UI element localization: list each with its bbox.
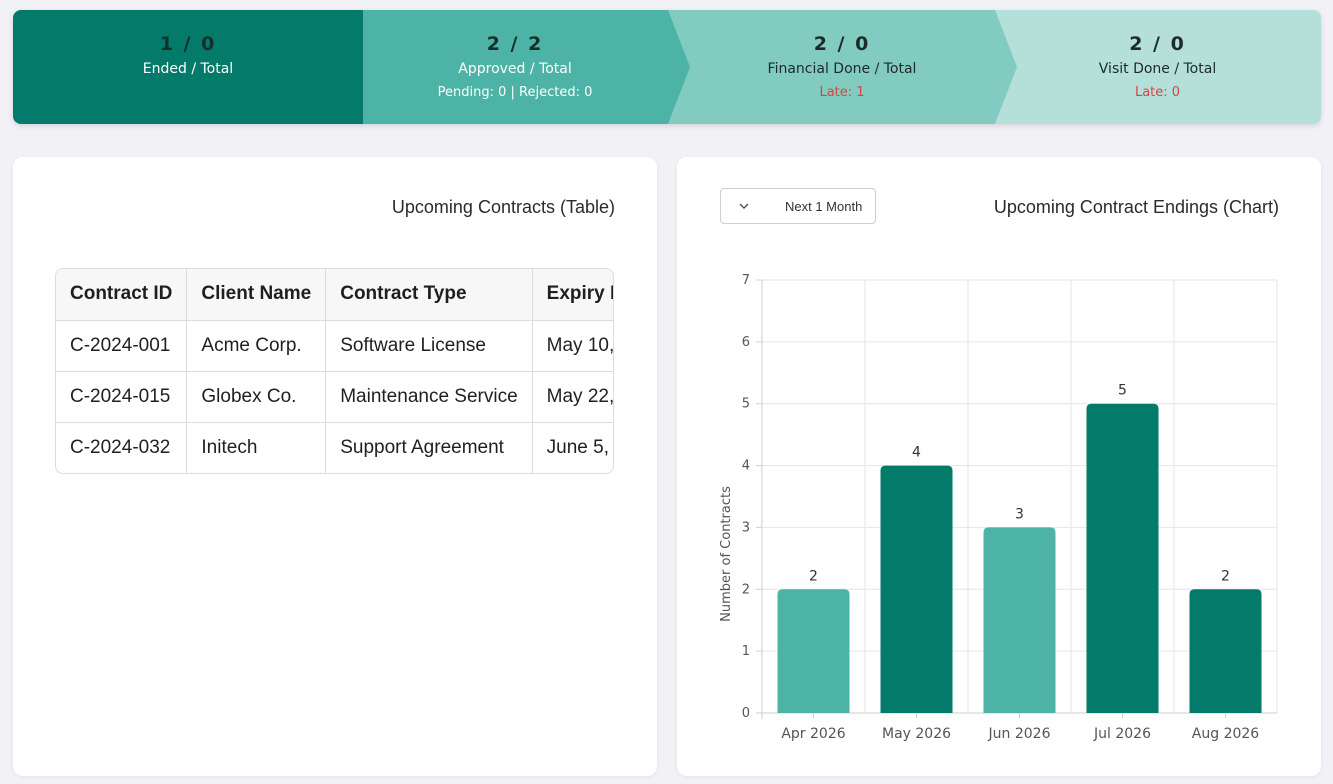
- contracts-table: Contract ID Client Name Contract Type Ex…: [55, 268, 614, 474]
- y-tick-label: 2: [742, 582, 750, 597]
- cell-contract-type: Software License: [325, 320, 533, 372]
- card-title: Upcoming Contracts (Table): [391, 197, 615, 217]
- cell-client-name: Globex Co.: [186, 371, 327, 423]
- cell-contract-type: Support Agreement: [325, 422, 533, 473]
- step-label: Approved / Total: [458, 61, 572, 77]
- step-count: 2 / 0: [813, 33, 871, 55]
- x-tick-label: May 2026: [882, 726, 951, 742]
- x-tick-label: Aug 2026: [1192, 726, 1260, 742]
- bar-data-label: 5: [1118, 383, 1127, 399]
- bar: [1189, 589, 1262, 713]
- table-row[interactable]: C-2024-001 Acme Corp. Software License M…: [56, 320, 613, 372]
- table-header-row: Contract ID Client Name Contract Type Ex…: [56, 269, 613, 321]
- contract-endings-chart-card: Next 1 Month Upcoming Contract Endings (…: [677, 157, 1321, 776]
- upcoming-contracts-table-card: Upcoming Contracts (Table) Contract ID C…: [13, 157, 657, 776]
- bar: [983, 527, 1056, 713]
- cell-expiry-date: June 5, 2026: [546, 436, 613, 458]
- bar-data-label: 4: [912, 445, 921, 461]
- step-visit[interactable]: 2 / 0 Visit Done / Total Late: 0: [994, 10, 1321, 124]
- bar-data-label: 2: [809, 568, 818, 584]
- cell-contract-id: C-2024-032: [56, 422, 188, 473]
- cell-contract-id: C-2024-001: [56, 320, 188, 372]
- column-header-expiry-date[interactable]: Expiry Date: [532, 269, 613, 321]
- step-financial[interactable]: 2 / 0 Financial Done / Total Late: 1: [667, 10, 1017, 124]
- cell-expiry-date: May 10, 2026: [532, 320, 613, 372]
- cell-expiry-date: May 22, 2026: [532, 371, 613, 423]
- range-select-value: Next 1 Month: [785, 198, 863, 214]
- x-tick-label: Apr 2026: [781, 726, 845, 742]
- bar-data-label: 3: [1015, 506, 1024, 522]
- cell-contract-id: C-2024-015: [56, 371, 188, 423]
- step-sub-status: Pending: 0 | Rejected: 0: [437, 85, 593, 100]
- column-header-contract-type[interactable]: Contract Type: [325, 269, 533, 321]
- table-row[interactable]: C-2024-032 Initech Support Agreement Jun…: [56, 422, 613, 473]
- step-count: 1 / 0: [159, 33, 217, 55]
- y-tick-label: 6: [742, 335, 750, 350]
- column-header-contract-id[interactable]: Contract ID: [56, 269, 188, 321]
- step-late-count: Late: 0: [1134, 85, 1181, 100]
- step-label: Visit Done / Total: [1098, 61, 1217, 77]
- cell-contract-type: Maintenance Service: [325, 371, 533, 423]
- y-tick-label: 7: [742, 273, 750, 288]
- y-tick-label: 5: [742, 397, 750, 412]
- x-tick-label: Jun 2026: [988, 726, 1051, 742]
- bar: [880, 465, 953, 713]
- column-header-client-name[interactable]: Client Name: [186, 269, 327, 321]
- y-tick-label: 3: [742, 520, 750, 535]
- step-ended[interactable]: 1 / 0 Ended / Total: [13, 10, 363, 124]
- card-title: Upcoming Contract Endings (Chart): [993, 197, 1279, 217]
- bar: [777, 589, 850, 713]
- cell-client-name: Initech: [186, 422, 327, 473]
- y-axis-label: Number of Contracts: [719, 486, 734, 622]
- cell-client-name: Acme Corp.: [186, 320, 327, 372]
- step-label: Financial Done / Total: [767, 61, 917, 77]
- x-tick-label: Jul 2026: [1093, 726, 1151, 742]
- step-approved[interactable]: 2 / 2 Approved / Total Pending: 0 | Reje…: [340, 10, 690, 124]
- contract-endings-bar-chart: Number of Contracts 0 1 2 3 4 5 6 7 2 Apr 2026 4 Ma…: [719, 273, 1278, 742]
- progress-stepper: 1 / 0 Ended / Total 2 / 2 Approved / Tot…: [13, 10, 1321, 124]
- table-row[interactable]: C-2024-015 Globex Co. Maintenance Servic…: [56, 371, 613, 423]
- chevron-down-icon: [739, 203, 749, 210]
- bar: [1086, 403, 1159, 713]
- step-label: Ended / Total: [142, 61, 234, 77]
- y-tick-label: 0: [742, 706, 750, 721]
- y-tick-label: 4: [742, 459, 750, 474]
- step-count: 2 / 2: [486, 33, 544, 55]
- bar-data-label: 2: [1221, 568, 1230, 584]
- y-tick-label: 1: [742, 644, 750, 659]
- step-late-count: Late: 1: [819, 85, 865, 100]
- range-select[interactable]: Next 1 Month: [720, 188, 876, 224]
- step-count: 2 / 0: [1129, 33, 1186, 55]
